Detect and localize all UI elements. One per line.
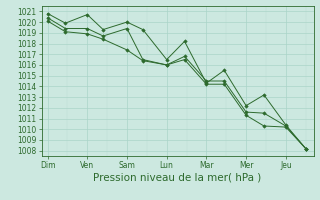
- X-axis label: Pression niveau de la mer( hPa ): Pression niveau de la mer( hPa ): [93, 173, 262, 183]
